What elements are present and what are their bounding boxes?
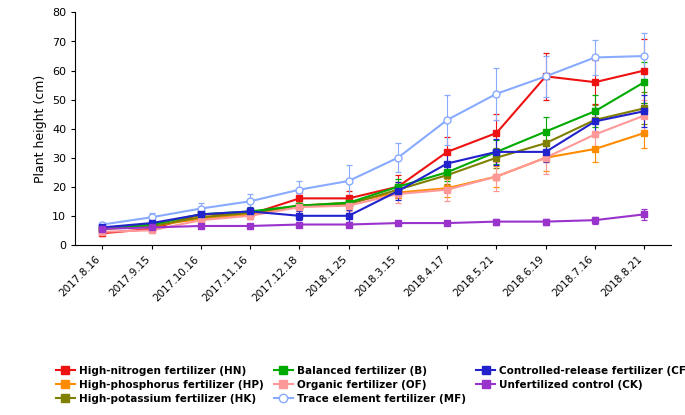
Y-axis label: Plant height (cm): Plant height (cm): [34, 75, 47, 183]
Legend: High-nitrogen fertilizer (HN), High-phosphorus fertilizer (HP), High-potassium f: High-nitrogen fertilizer (HN), High-phos…: [51, 361, 685, 408]
